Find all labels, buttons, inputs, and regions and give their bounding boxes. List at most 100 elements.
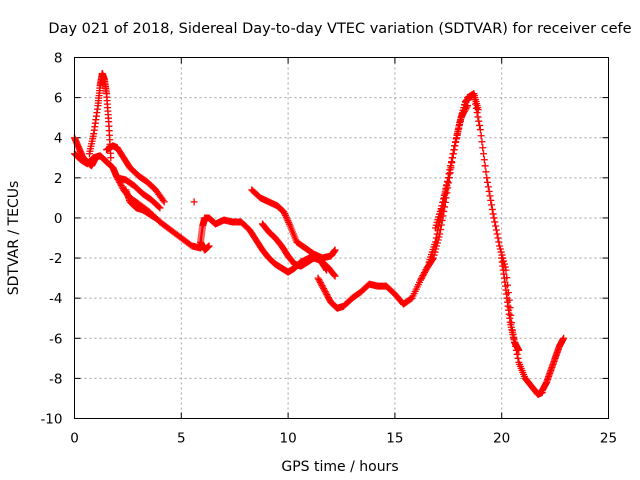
y-tick-label: 6 (54, 91, 63, 107)
y-tick-label: -8 (49, 371, 62, 387)
series-evening (248, 186, 339, 262)
data-point (448, 154, 456, 162)
data-point (418, 273, 426, 281)
series-mid (197, 214, 339, 280)
chart-title: Day 021 of 2018, Sidereal Day-to-day VTE… (48, 21, 631, 37)
series-arc-d (122, 186, 160, 222)
data-point (470, 92, 478, 100)
data-point (433, 230, 441, 238)
series-isolated (190, 198, 198, 206)
data-point (330, 271, 338, 279)
data-point (452, 138, 460, 146)
data-point (438, 202, 446, 210)
data-point (454, 128, 462, 136)
y-tick-label: -4 (49, 291, 62, 307)
plot-frame (74, 57, 609, 419)
data-point (439, 198, 447, 206)
data-point (443, 177, 451, 185)
data-point (456, 117, 464, 125)
data-point (331, 272, 339, 280)
data-point (462, 105, 470, 113)
series-arc-c (113, 174, 164, 212)
data-point (449, 150, 457, 158)
data-point (496, 245, 504, 253)
data-point (507, 311, 515, 319)
data-point (491, 218, 499, 226)
data-point (431, 238, 439, 246)
data-point (444, 174, 452, 182)
data-point (155, 203, 163, 211)
data-point (484, 178, 492, 186)
series-decline (470, 92, 546, 398)
data-point (316, 277, 324, 285)
data-point (319, 283, 327, 291)
data-point (461, 106, 469, 114)
data-point (484, 183, 492, 191)
data-point (441, 188, 449, 196)
data-point (417, 276, 425, 284)
data-point (472, 100, 480, 108)
data-point (494, 234, 502, 242)
series-early-peak (85, 70, 115, 162)
data-point (446, 166, 454, 174)
axis-ticks: 0 5 10 15 20 25 -10 -8 -6 -4 -2 0 2 4 6 8 (40, 51, 617, 447)
data-point (448, 158, 456, 166)
data-point (118, 183, 126, 191)
y-tick-label: -6 (49, 331, 62, 347)
data-point (325, 295, 333, 303)
data-point (481, 162, 489, 170)
data-point (515, 346, 523, 354)
x-tick-label: 10 (280, 431, 297, 447)
data-point (464, 102, 472, 110)
data-point (487, 196, 495, 204)
data-point (318, 282, 326, 290)
data-point (458, 112, 466, 120)
series-arc-a (71, 134, 100, 170)
data-point (463, 103, 471, 111)
data-point (480, 150, 488, 158)
data-point (156, 204, 164, 212)
data-point (488, 201, 496, 209)
y-tick-label: 8 (54, 51, 63, 67)
data-point (117, 181, 125, 189)
data-point (480, 156, 488, 164)
series-mid-dip (197, 238, 213, 254)
data-point (475, 117, 483, 125)
data-point (478, 138, 486, 146)
series-late-3 (431, 102, 472, 232)
x-tick-label: 15 (386, 431, 403, 447)
y-tick-label: -10 (40, 412, 62, 428)
data-point (314, 274, 322, 282)
data-point (452, 135, 460, 143)
data-point (152, 214, 160, 222)
data-point (447, 162, 455, 170)
data-point (421, 267, 429, 275)
x-axis-label: GPS time / hours (281, 459, 398, 475)
x-tick-label: 20 (493, 431, 510, 447)
y-tick-label: -2 (49, 251, 62, 267)
x-tick-label: 5 (177, 431, 186, 447)
data-point (514, 354, 522, 362)
data-point (321, 288, 329, 296)
data-point (471, 96, 479, 104)
data-point (419, 272, 427, 280)
data-point (482, 168, 490, 176)
data-point (322, 265, 330, 273)
data-point (453, 131, 461, 139)
data-point (492, 222, 500, 230)
data-point (317, 280, 325, 288)
data-point (492, 226, 500, 234)
data-point (450, 146, 458, 154)
data-point (485, 187, 493, 195)
data-point (445, 170, 453, 178)
data-point (477, 132, 485, 140)
series-late-2 (425, 90, 482, 266)
data-point (417, 275, 425, 283)
data-point (479, 144, 487, 152)
data-point (496, 242, 504, 250)
data-point (459, 111, 467, 119)
data-point (316, 279, 324, 287)
y-tick-label: 2 (54, 171, 63, 187)
data-point (443, 181, 451, 189)
data-point (456, 121, 464, 129)
